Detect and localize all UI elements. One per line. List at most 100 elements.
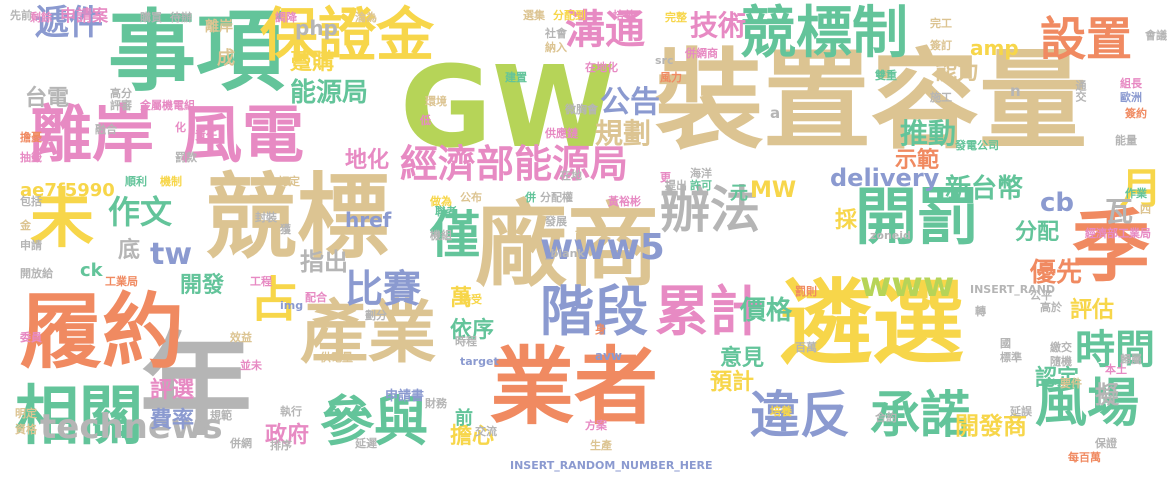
cloud-word: 責任 [195,129,217,142]
cloud-word: 完工 [930,17,952,30]
cloud-word: 社會 [545,27,567,40]
cloud-word: 底 [118,238,141,263]
cloud-word: 四 [1140,203,1151,216]
cloud-word: 組長 [1120,77,1142,90]
cloud-word: GW [400,43,616,173]
cloud-word: 事項 [108,0,285,103]
cloud-word: 競標 [205,164,390,271]
cloud-word: 僅 [430,206,480,264]
cloud-word: 低 [420,114,431,127]
cloud-word: 履約 [20,285,185,380]
cloud-word: 交流 [475,425,497,438]
cloud-word: 併 [525,191,536,204]
cloud-word: 在地化 [585,61,618,74]
cloud-word: 罰則 [795,285,817,298]
cloud-word: 元 [730,183,748,204]
cloud-word: 獲 [280,223,291,236]
cloud-word: zoneid [870,229,911,242]
cloud-word: 封裝 [255,211,277,224]
cloud-word: 融合 [95,123,117,136]
cloud-word: 示範 [895,148,940,173]
cloud-word: 規範 [210,409,232,422]
cloud-word: 發電公司 [955,139,999,152]
cloud-word: 順利 [125,175,147,188]
cloud-word: 公平 [1030,289,1052,302]
cloud-word: 國 [1000,337,1011,350]
cloud-word: 資格 [15,423,37,436]
cloud-word: 經濟部能源局 [400,142,629,186]
cloud-word: 政府 [265,423,310,448]
cloud-word: 排序 [270,439,292,452]
cloud-word: 會議 [1145,29,1167,42]
cloud-word: 風力 [660,71,682,84]
cloud-word: 待辦 [170,11,192,24]
cloud-word: 標準 [1000,351,1022,364]
cloud-word: 廠商 [475,192,660,299]
cloud-word: 微胸會 [565,103,598,116]
cloud-word: 財務 [425,397,447,410]
cloud-word: 供應鏈 [545,127,578,140]
cloud-word: 先前 [10,9,32,22]
cloud-word: 產業 [300,294,437,373]
cloud-word: 包括 [20,195,42,208]
cloud-word: 風場 [1035,374,1140,434]
cloud-word: 訂定 [278,175,300,188]
cloud-word: 聯者 [435,205,457,218]
cloud-word: 躉購 [290,50,335,75]
cloud-word: 工業局 [105,275,138,288]
cloud-word: 作文 [108,193,173,231]
cloud-word: src [655,54,674,67]
cloud-word: www [860,265,955,305]
cloud-word: 占 [250,272,299,328]
cloud-word: 承諾 [870,386,970,444]
cloud-word: 競標制 [740,1,908,66]
cloud-word: 月 [1120,164,1163,213]
cloud-word: 未 [30,183,94,257]
cloud-word: 保證金 [260,1,435,69]
cloud-word: 延遲 [355,437,377,450]
cloud-word: 高於 [1040,301,1062,314]
cloud-word: 商 [575,229,586,242]
cloud-word: 違反 [750,386,850,444]
cloud-word: 評選 [150,378,195,403]
cloud-word: 評估 [1070,298,1115,323]
cloud-word: 離岸 [30,98,155,171]
cloud-word: 黃裕彬 [608,195,641,208]
cloud-word: 參與 [320,390,428,453]
cloud-word: www5 [540,227,665,268]
cloud-word: 依序 [450,318,495,343]
cloud-word: 優先 [1030,258,1083,288]
cloud-word: 配合 [305,291,327,304]
cloud-word: 並未 [240,359,262,372]
cloud-word: 設置 [1040,12,1132,66]
cloud-word: 經濟部工業局 [1085,227,1151,240]
cloud-word: amp [970,36,1019,60]
cloud-word: 更 [660,171,671,184]
cloud-word: 要件 [1060,377,1082,390]
cloud-word: 開罰 [855,180,980,253]
cloud-word: 分配權 [540,191,573,204]
cloud-word: 購買 [140,11,162,24]
cloud-word: 遞件 [35,3,103,43]
cloud-word: 開發商 [955,412,1027,440]
cloud-word: 申請案 [60,6,109,25]
cloud-word: 能源局 [290,78,369,108]
cloud-word: 採 [835,208,858,233]
cloud-word: 擔憂 [20,131,42,144]
cloud-word: 許可 [690,179,712,192]
cloud-word: 工程 [250,275,272,288]
cloud-word: 地化 [345,148,390,173]
cloud-word: 調降 [275,11,297,24]
cloud-word: 台電 [25,86,70,111]
cloud-word: 發展 [545,215,567,228]
cloud-word: 納入 [545,41,567,54]
cloud-word: php [295,16,338,40]
cloud-word: 通交 [1074,80,1087,102]
cloud-word: 瓦 [1105,195,1134,228]
cloud-word: 併網 [230,437,252,450]
cloud-word: 作業 [1125,187,1147,200]
cloud-word: 預計 [710,370,755,395]
cloud-word: 意見 [720,346,765,371]
cloud-word: 保證 [1095,437,1117,450]
cloud-word: 相關 [15,380,143,454]
